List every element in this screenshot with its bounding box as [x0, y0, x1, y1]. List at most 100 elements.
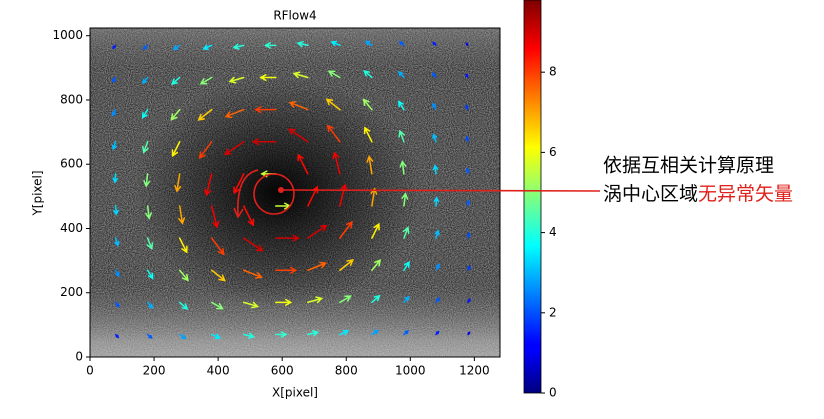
vector-arrow — [296, 40, 309, 48]
vector-arrow — [363, 69, 373, 79]
vector-arrow — [288, 128, 309, 143]
vector-arrow — [371, 294, 381, 304]
vector-arrow — [112, 44, 117, 50]
vector-arrow — [339, 183, 348, 207]
chart-title: RFlow4 — [273, 9, 316, 23]
vector-arrow — [466, 231, 471, 239]
vector-arrow — [111, 76, 117, 83]
vector-arrow — [432, 132, 438, 143]
vector-arrow — [210, 237, 225, 256]
vector-arrow — [288, 101, 309, 111]
vector-arrow — [171, 140, 181, 158]
vector-arrow — [202, 44, 213, 51]
vector-arrow — [142, 44, 149, 50]
vector-arrow — [114, 333, 120, 339]
vector-arrow — [141, 76, 149, 85]
vector-arrow — [243, 332, 256, 339]
annotation-black: 涡中心区域 — [603, 183, 698, 205]
colorbar-tick-label: 4 — [549, 225, 557, 239]
vector-arrow — [363, 126, 373, 143]
vector-arrow — [228, 76, 245, 84]
vector-arrow — [307, 224, 328, 239]
vector-arrow — [332, 151, 341, 175]
swirl-arrow — [237, 169, 259, 216]
vector-arrow — [143, 173, 151, 188]
vector-arrow — [435, 296, 440, 304]
vector-arrow — [307, 261, 328, 272]
pointer-dot — [278, 187, 284, 193]
vector-arrow — [292, 71, 309, 79]
vector-arrow — [467, 298, 471, 304]
vector-arrow — [243, 301, 259, 309]
highlight-circle — [253, 173, 295, 215]
vector-arrow — [142, 140, 149, 154]
vector-arrow — [364, 40, 373, 47]
vector-arrow — [307, 330, 320, 337]
annotation-red: 无异常矢量 — [698, 183, 793, 205]
vector-arrow — [243, 205, 255, 227]
vector-arrow — [297, 153, 309, 175]
vector-arrow — [435, 263, 440, 272]
vector-arrow — [172, 44, 181, 51]
vector-arrow — [371, 259, 382, 272]
vector-arrow — [330, 40, 341, 47]
vector-arrow — [174, 173, 182, 193]
vector-arrow — [251, 138, 277, 146]
vector-arrow — [275, 298, 293, 306]
y-tick-label: 400 — [60, 221, 83, 235]
vector-arrow — [171, 76, 181, 85]
vector-arrow — [197, 108, 213, 121]
vector-arrow — [434, 229, 440, 239]
vector-arrow — [371, 222, 380, 239]
vector-arrow — [398, 40, 405, 47]
vector-arrow — [199, 76, 213, 85]
y-tick-label: 200 — [60, 285, 83, 299]
vector-arrow — [466, 199, 471, 207]
vector-arrow — [435, 330, 440, 336]
vector-arrow — [403, 295, 410, 304]
vector-arrow — [254, 106, 277, 114]
vector-arrow — [210, 301, 224, 310]
vector-arrow — [178, 205, 186, 225]
vector-arrow — [398, 70, 405, 79]
vector-arrow — [399, 160, 407, 175]
vector-arrow — [326, 124, 341, 143]
x-tick-label: 400 — [207, 364, 230, 378]
y-tick-label: 800 — [60, 92, 83, 106]
vector-arrow — [432, 102, 437, 111]
vector-arrow — [432, 71, 437, 79]
vector-arrow — [198, 140, 213, 159]
vector-arrow — [113, 205, 119, 216]
x-axis-label: X[pixel] — [272, 386, 318, 400]
vector-arrow — [112, 173, 119, 184]
y-axis-label: Y[pixel] — [31, 170, 45, 216]
vector-arrow — [401, 192, 409, 207]
vector-arrow — [210, 333, 222, 340]
vector-arrow — [467, 331, 471, 336]
colorbar — [523, 0, 542, 394]
vector-arrow — [370, 187, 378, 207]
annotation-line: 依据互相关计算原理 — [603, 155, 774, 177]
vector-arrow — [327, 70, 341, 79]
vector-arrow — [465, 104, 469, 111]
vector-arrow — [146, 269, 154, 280]
vector-arrow — [178, 333, 187, 340]
vector-arrow — [465, 73, 469, 79]
vector-arrow — [170, 108, 181, 121]
axes-frame — [89, 27, 501, 358]
vector-arrow — [465, 167, 470, 175]
vector-arrow — [339, 295, 352, 304]
vector-arrow — [402, 226, 410, 239]
vector-arrow — [398, 100, 405, 111]
y-tick-label: 1000 — [52, 28, 83, 42]
vector-arrow — [307, 296, 324, 304]
vector-arrow — [146, 237, 154, 251]
vector-arrow — [433, 196, 440, 207]
y-tick-label: 0 — [75, 350, 83, 364]
vector-arrow — [362, 98, 373, 111]
vector-arrow — [141, 108, 149, 119]
vector-arrow — [223, 140, 245, 156]
y-tick-label: 600 — [60, 157, 83, 171]
vector-arrow — [114, 269, 120, 278]
vector-arrow — [146, 333, 153, 340]
